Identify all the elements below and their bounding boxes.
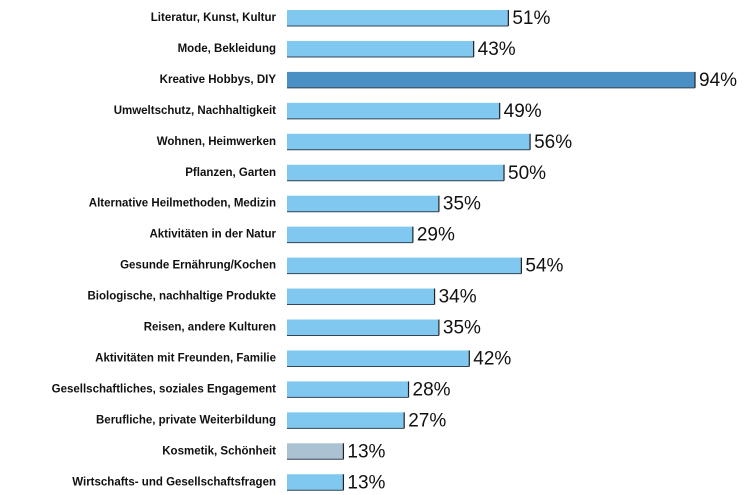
category-label: Wirtschafts- und Gesellschaftsfragen: [72, 476, 276, 488]
value-label: 42%: [473, 348, 511, 369]
bar: [287, 257, 522, 274]
category-label: Kreative Hobbys, DIY: [160, 74, 277, 86]
value-label: 56%: [534, 132, 572, 153]
category-label: Wohnen, Heimwerken: [157, 136, 276, 148]
bar: [287, 40, 474, 57]
bar: [287, 133, 531, 150]
bar: [287, 288, 435, 305]
bar: [287, 350, 470, 367]
bar: [287, 10, 509, 26]
category-label: Aktivitäten in der Natur: [149, 229, 276, 241]
bar: [287, 381, 409, 398]
category-label: Gesunde Ernährung/Kochen: [120, 260, 276, 272]
bar: [287, 474, 344, 491]
value-label: 29%: [417, 225, 455, 246]
category-label: Alternative Heilmethoden, Medizin: [89, 198, 276, 210]
value-label: 34%: [439, 287, 477, 308]
value-label: 35%: [443, 318, 481, 339]
value-label: 94%: [699, 70, 737, 91]
category-label: Kosmetik, Schönheit: [162, 445, 276, 457]
category-label: Pflanzen, Garten: [185, 167, 276, 179]
value-label: 28%: [413, 379, 451, 400]
category-label: Mode, Bekleidung: [178, 43, 276, 55]
value-label: 49%: [504, 101, 542, 122]
category-label: Literatur, Kunst, Kultur: [151, 12, 277, 24]
bar: [287, 226, 413, 243]
category-label: Gesellschaftliches, soziales Engagement: [52, 383, 277, 395]
category-label: Biologische, nachhaltige Produkte: [87, 291, 276, 303]
bar: [287, 319, 439, 336]
bar: [287, 71, 695, 88]
bar: [287, 412, 405, 429]
value-label: 51%: [512, 8, 550, 29]
category-label: Umweltschutz, Nachhaltigkeit: [114, 105, 276, 117]
value-label: 27%: [408, 410, 446, 431]
value-label: 13%: [347, 472, 385, 493]
value-label: 35%: [443, 194, 481, 215]
value-label: 50%: [508, 163, 546, 184]
category-label: Aktivitäten mit Freunden, Familie: [95, 352, 276, 364]
bar: [287, 195, 439, 212]
category-label: Berufliche, private Weiterbildung: [96, 414, 276, 426]
value-label: 43%: [478, 39, 516, 60]
value-label: 54%: [525, 256, 563, 277]
bar: [287, 164, 505, 181]
value-label: 13%: [347, 441, 385, 462]
category-label: Reisen, andere Kulturen: [144, 322, 276, 334]
bar: [287, 443, 344, 460]
bar: [287, 102, 500, 119]
